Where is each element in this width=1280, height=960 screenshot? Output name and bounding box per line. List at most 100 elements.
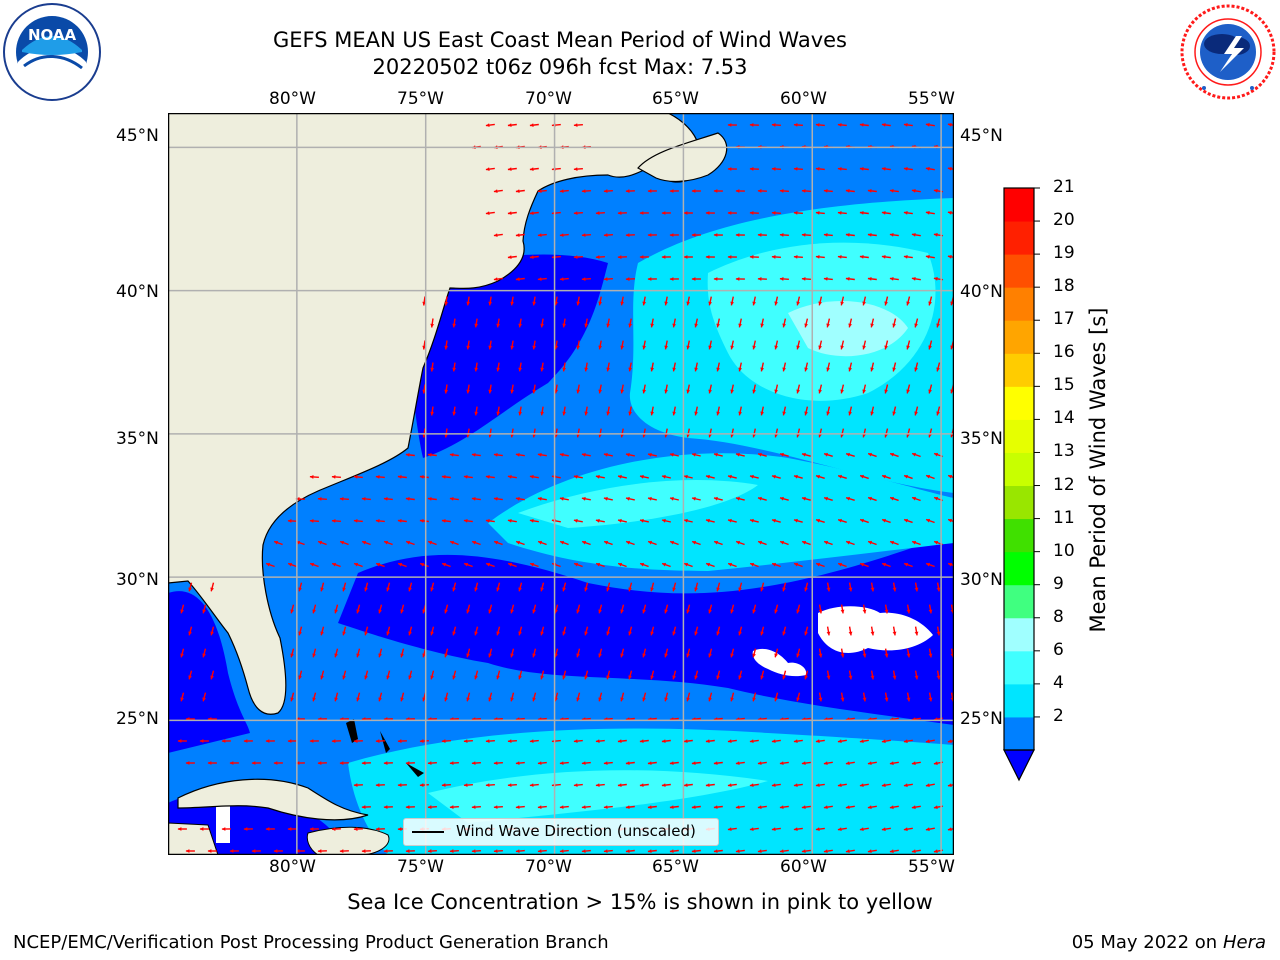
direction-arrow-head: [444, 653, 448, 658]
direction-arrow-head: [378, 697, 382, 702]
direction-arrow-head: [647, 805, 652, 809]
direction-arrow-head: [493, 761, 498, 765]
direction-arrow-head: [562, 323, 567, 328]
direction-arrow-head: [870, 631, 875, 636]
low-period-band-subtropics: [338, 533, 954, 725]
direction-arrow-head: [493, 453, 498, 457]
direction-arrow-head: [202, 609, 206, 614]
direction-arrow-head: [692, 496, 696, 501]
direction-arrow-head: [488, 433, 493, 438]
direction-arrow-head: [518, 675, 522, 680]
direction-arrow-head: [628, 587, 632, 592]
colorbar-segment: [1004, 353, 1034, 387]
legend-label: Wind Wave Direction (unscaled): [456, 822, 696, 840]
direction-arrow-head: [582, 540, 587, 545]
direction-arrow-head: [383, 805, 388, 809]
direction-arrow-head: [664, 697, 668, 702]
direction-arrow-head: [749, 739, 754, 743]
direction-arrow-head: [903, 167, 908, 171]
direction-arrow-head: [824, 540, 829, 545]
direction-arrow-head: [947, 254, 952, 259]
direction-arrow-head: [339, 761, 344, 765]
direction-arrow-head: [714, 452, 718, 457]
lon-label-bottom-75w: 75°W: [397, 857, 444, 877]
direction-arrow-head: [757, 233, 762, 237]
direction-arrow-head: [356, 609, 360, 614]
direction-arrow-head: [620, 697, 624, 702]
direction-arrow-head: [290, 697, 294, 702]
direction-arrow-head: [669, 805, 674, 809]
direction-arrow-head: [837, 123, 842, 127]
sea-ice-note: Sea Ice Concentration > 15% is shown in …: [347, 890, 933, 914]
direction-arrow-head: [823, 761, 828, 765]
direction-arrow-head: [892, 587, 897, 592]
colorbar-segment: [1004, 287, 1034, 321]
direction-arrow-head: [862, 653, 867, 658]
direction-arrow-head: [626, 452, 630, 457]
direction-arrow-head: [642, 301, 647, 306]
colorbar-label: Mean Period of Wind Waves [s]: [1086, 307, 1110, 633]
direction-arrow-head: [738, 631, 742, 636]
direction-arrow-head: [708, 345, 712, 350]
direction-arrow-head: [727, 123, 732, 127]
direction-arrow-head: [496, 323, 501, 328]
direction-arrow-head: [661, 783, 666, 787]
colorbar-tick-label: 16: [1053, 342, 1075, 363]
direction-arrow-head: [628, 631, 632, 636]
direction-arrow-head: [870, 587, 875, 592]
direction-arrow-head: [405, 761, 410, 765]
direction-arrow-head: [796, 301, 800, 306]
direction-arrow-head: [890, 496, 894, 501]
map-graticule: [168, 113, 954, 855]
direction-arrow-head: [406, 540, 411, 545]
direction-arrow-head: [507, 123, 512, 127]
direction-arrow-head: [342, 631, 346, 636]
direction-arrow-head: [532, 697, 536, 702]
direction-arrow-head: [441, 783, 446, 787]
direction-arrow-head: [375, 783, 380, 787]
direction-arrow-head: [686, 301, 690, 306]
direction-arrow-head: [441, 739, 446, 743]
direction-arrow-head: [625, 805, 630, 809]
direction-arrow-head: [826, 367, 830, 372]
direction-arrow-head: [510, 609, 514, 614]
direction-arrow-head: [749, 211, 754, 215]
direction-arrow-head: [199, 739, 204, 743]
direction-arrow-head: [620, 345, 625, 350]
direction-arrow-head: [749, 783, 754, 787]
direction-arrow-head: [928, 345, 932, 350]
direction-arrow-head: [647, 761, 652, 765]
direction-arrow-head: [540, 367, 545, 372]
direction-arrow-head: [376, 562, 381, 567]
no-data-patch-caribbean: [216, 803, 230, 843]
direction-arrow-head: [508, 562, 513, 567]
direction-arrow-head: [625, 233, 630, 237]
lon-label-bottom-55w: 55°W: [908, 857, 955, 877]
direction-arrow-head: [779, 277, 784, 281]
direction-arrow-head: [782, 323, 786, 328]
colorbar-segment: [1004, 617, 1034, 652]
direction-arrow-head: [947, 783, 952, 788]
direction-arrow-head: [452, 631, 456, 636]
direction-arrow-head: [428, 540, 433, 545]
direction-arrow-head: [532, 389, 537, 394]
direction-arrow-head: [713, 189, 718, 193]
direction-arrow-head: [728, 518, 732, 523]
direction-arrow-head: [846, 496, 850, 501]
direction-arrow-head: [749, 123, 754, 127]
direction-arrow-head: [620, 653, 624, 658]
direction-arrow-head: [603, 277, 608, 281]
direction-arrow-head: [598, 653, 602, 658]
direction-arrow-head: [882, 474, 886, 479]
direction-arrow-head: [860, 562, 865, 567]
direction-arrow-head: [364, 675, 368, 680]
map-legend: Wind Wave Direction (unscaled): [403, 818, 719, 846]
direction-arrow-head: [823, 189, 828, 193]
colorbar-segment: [1004, 254, 1034, 288]
direction-arrow-head: [736, 496, 740, 501]
direction-arrow-head: [529, 167, 534, 171]
direction-arrow-head: [661, 255, 666, 259]
direction-arrow-head: [815, 783, 820, 787]
direction-arrow-head: [882, 518, 886, 523]
direction-arrow-head: [782, 675, 786, 680]
